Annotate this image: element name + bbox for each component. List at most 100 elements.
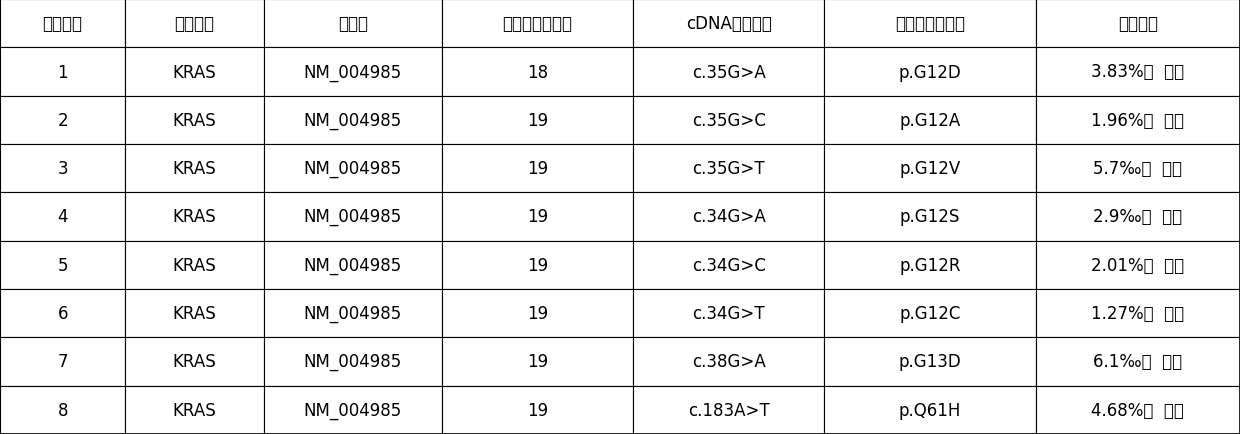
Text: 19: 19 xyxy=(527,112,548,129)
Bar xyxy=(441,48,634,96)
Text: 5: 5 xyxy=(57,256,68,274)
Bar xyxy=(125,338,264,386)
Text: 3.83%，  阳性: 3.83%， 阳性 xyxy=(1091,63,1184,81)
Text: 1.27%，  阳性: 1.27%， 阳性 xyxy=(1091,305,1184,322)
Text: c.35G>C: c.35G>C xyxy=(692,112,766,129)
Bar xyxy=(125,386,264,434)
Text: NM_004985: NM_004985 xyxy=(304,208,402,226)
Bar xyxy=(634,338,825,386)
Text: 19: 19 xyxy=(527,160,548,178)
Bar xyxy=(825,241,1035,289)
Bar xyxy=(125,0,264,48)
Bar xyxy=(1035,386,1240,434)
Text: 19: 19 xyxy=(527,353,548,371)
Bar xyxy=(0,241,125,289)
Bar xyxy=(441,145,634,193)
Text: c.183A>T: c.183A>T xyxy=(688,401,770,419)
Text: 2.9‰，  阳性: 2.9‰， 阳性 xyxy=(1094,208,1182,226)
Text: KRAS: KRAS xyxy=(172,305,217,322)
Text: p.G13D: p.G13D xyxy=(899,353,961,371)
Bar xyxy=(825,289,1035,338)
Bar xyxy=(1035,193,1240,241)
Bar xyxy=(1035,145,1240,193)
Bar xyxy=(634,0,825,48)
Text: p.G12R: p.G12R xyxy=(899,256,961,274)
Text: NM_004985: NM_004985 xyxy=(304,256,402,274)
Text: c.34G>A: c.34G>A xyxy=(692,208,766,226)
Bar xyxy=(264,0,441,48)
Text: 4.68%，  阳性: 4.68%， 阳性 xyxy=(1091,401,1184,419)
Text: 2.01%，  阳性: 2.01%， 阳性 xyxy=(1091,256,1184,274)
Bar xyxy=(634,289,825,338)
Bar xyxy=(825,96,1035,145)
Bar xyxy=(125,145,264,193)
Bar xyxy=(0,193,125,241)
Text: NM_004985: NM_004985 xyxy=(304,63,402,81)
Text: KRAS: KRAS xyxy=(172,353,217,371)
Bar xyxy=(441,193,634,241)
Text: 3: 3 xyxy=(57,160,68,178)
Bar xyxy=(125,48,264,96)
Text: c.35G>A: c.35G>A xyxy=(692,63,766,81)
Text: NM_004985: NM_004985 xyxy=(304,305,402,322)
Bar xyxy=(1035,338,1240,386)
Bar xyxy=(264,241,441,289)
Bar xyxy=(264,289,441,338)
Text: KRAS: KRAS xyxy=(172,160,217,178)
Text: 样本编号: 样本编号 xyxy=(42,15,83,33)
Bar xyxy=(0,0,125,48)
Text: p.G12A: p.G12A xyxy=(899,112,961,129)
Text: p.G12S: p.G12S xyxy=(900,208,960,226)
Text: KRAS: KRAS xyxy=(172,112,217,129)
Text: 19: 19 xyxy=(527,305,548,322)
Bar xyxy=(634,386,825,434)
Bar xyxy=(125,96,264,145)
Bar xyxy=(825,145,1035,193)
Text: NM_004985: NM_004985 xyxy=(304,401,402,419)
Text: 外显子或内含子: 外显子或内含子 xyxy=(502,15,573,33)
Text: 蛋白质变异信息: 蛋白质变异信息 xyxy=(895,15,965,33)
Text: 基因名称: 基因名称 xyxy=(175,15,215,33)
Text: 5.7‰，  阳性: 5.7‰， 阳性 xyxy=(1094,160,1182,178)
Text: KRAS: KRAS xyxy=(172,401,217,419)
Bar xyxy=(1035,48,1240,96)
Text: p.G12C: p.G12C xyxy=(899,305,961,322)
Text: NM_004985: NM_004985 xyxy=(304,112,402,129)
Text: 1: 1 xyxy=(57,63,68,81)
Bar xyxy=(825,338,1035,386)
Text: p.G12V: p.G12V xyxy=(899,160,961,178)
Text: NM_004985: NM_004985 xyxy=(304,160,402,178)
Text: 19: 19 xyxy=(527,208,548,226)
Bar xyxy=(0,96,125,145)
Bar xyxy=(264,145,441,193)
Bar xyxy=(0,145,125,193)
Bar xyxy=(0,289,125,338)
Text: 1.96%，  阳性: 1.96%， 阳性 xyxy=(1091,112,1184,129)
Bar xyxy=(634,241,825,289)
Bar xyxy=(441,289,634,338)
Text: 8: 8 xyxy=(57,401,68,419)
Text: NM_004985: NM_004985 xyxy=(304,353,402,371)
Bar xyxy=(125,289,264,338)
Text: 7: 7 xyxy=(57,353,68,371)
Bar xyxy=(264,193,441,241)
Bar xyxy=(441,338,634,386)
Text: 19: 19 xyxy=(527,256,548,274)
Bar xyxy=(0,48,125,96)
Bar xyxy=(1035,289,1240,338)
Bar xyxy=(1035,96,1240,145)
Bar xyxy=(441,386,634,434)
Bar xyxy=(1035,241,1240,289)
Bar xyxy=(634,145,825,193)
Bar xyxy=(441,96,634,145)
Bar xyxy=(0,386,125,434)
Bar xyxy=(264,48,441,96)
Bar xyxy=(125,241,264,289)
Bar xyxy=(0,338,125,386)
Bar xyxy=(825,386,1035,434)
Text: c.35G>T: c.35G>T xyxy=(692,160,765,178)
Text: 转录本: 转录本 xyxy=(337,15,368,33)
Text: 6: 6 xyxy=(57,305,68,322)
Bar xyxy=(634,193,825,241)
Bar xyxy=(125,193,264,241)
